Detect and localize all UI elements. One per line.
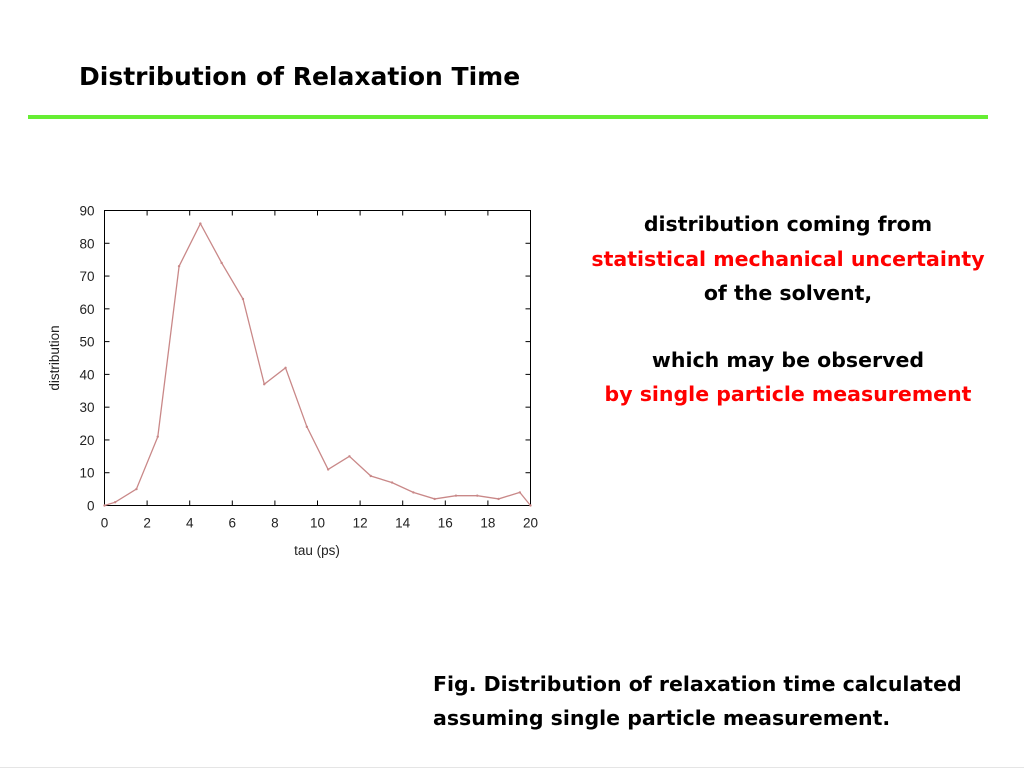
y-tick-label: 90 [79,204,94,219]
axis-ticks: 0 2 4 6 8 10 12 14 16 18 20 0 10 20 30 40 50 60 70 80 90 [79,204,538,531]
data-point [390,481,394,484]
x-tick-label: 6 [229,516,237,531]
annotation-line-2-highlight: statistical mechanical uncertainty [591,246,985,271]
data-point [263,383,266,386]
x-axis-label: tau (ps) [294,543,340,558]
x-tick-label: 12 [353,516,368,531]
data-point [284,366,287,370]
x-tick-label: 14 [395,516,411,531]
annotation-line-4: which may be observed [651,347,925,372]
data-point [305,425,309,429]
data-point [454,494,458,497]
x-tick-label: 4 [186,516,194,531]
data-point [199,222,202,225]
data-point [156,435,159,438]
data-point [135,487,138,491]
plot-frame [104,210,531,506]
x-tick-label: 20 [523,516,538,531]
y-tick-label: 50 [79,335,94,350]
data-point [433,497,436,501]
data-point [348,455,351,458]
y-tick-label: 30 [79,400,94,415]
x-tick-label: 10 [310,516,325,531]
data-point [497,497,500,501]
data-point [326,468,330,471]
title-divider [28,115,988,119]
caption-line-1: Fig. Distribution of relaxation time cal… [433,672,962,696]
data-point [241,297,245,301]
data-point [220,261,223,265]
y-axis-label: distribution [47,325,62,390]
annotation-spacer [578,311,998,343]
y-tick-label: 60 [79,302,94,317]
x-tick-label: 2 [143,516,151,531]
annotation-line-1: distribution coming from [643,212,933,236]
x-tick-label: 0 [101,516,109,531]
data-point [103,504,106,507]
data-point [177,265,181,268]
x-tick-label: 16 [438,516,453,531]
data-point [113,501,117,504]
y-tick-label: 0 [87,499,95,514]
x-tick-label: 8 [271,516,279,531]
caption-line-2: assuming single particle measurement. [433,706,891,730]
distribution-series-line [104,222,532,507]
y-tick-label: 70 [79,269,94,284]
y-tick-label: 10 [79,466,94,481]
data-point [518,491,522,494]
data-point [529,504,532,507]
y-tick-label: 20 [79,433,94,448]
data-point [412,491,415,494]
relaxation-time-chart: 0 2 4 6 8 10 12 14 16 18 20 0 10 20 30 40 50 60 70 80 90 tau… [47,204,538,559]
slide-title: Distribution of Relaxation Time [79,62,521,91]
annotation-line-5-highlight: by single particle measurement [604,382,972,406]
data-points [103,222,532,507]
y-tick-label: 40 [79,367,94,382]
figure-caption: Fig. Distribution of relaxation time cal… [433,667,1003,735]
data-point [476,494,479,497]
data-point [369,474,372,478]
annotation-text: distribution coming from statistical mec… [578,207,998,412]
annotation-line-3: of the solvent, [703,281,873,305]
x-tick-label: 18 [480,516,495,531]
y-tick-label: 80 [79,236,94,251]
